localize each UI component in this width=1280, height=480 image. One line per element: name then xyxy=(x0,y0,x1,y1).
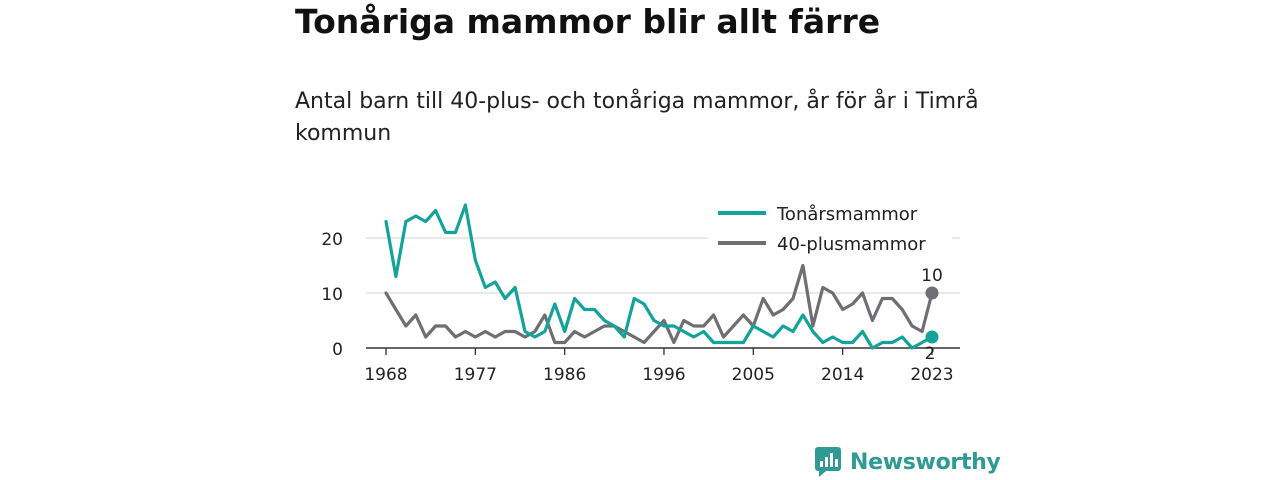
end-value-label: 10 xyxy=(921,266,943,286)
newsworthy-logo-icon xyxy=(815,447,841,477)
series-line-tonarsmammor xyxy=(384,203,934,350)
brand-name: Newsworthy xyxy=(850,449,1001,475)
legend-label: 40-plusmammor xyxy=(777,234,926,255)
x-tick-label: 1996 xyxy=(642,365,685,385)
brand-logo: Newsworthy xyxy=(814,446,1001,478)
legend-background xyxy=(708,224,952,252)
legend-label: Tonårsmammor xyxy=(776,204,918,225)
x-tick-label: 2023 xyxy=(910,365,953,385)
y-tick-label: 0 xyxy=(332,340,343,360)
end-point-marker xyxy=(925,330,939,344)
end-value-label: 2 xyxy=(925,344,936,364)
y-tick-label: 20 xyxy=(321,230,343,250)
x-tick-label: 1986 xyxy=(543,365,586,385)
y-tick-label: 10 xyxy=(321,285,343,305)
legend-background xyxy=(708,194,952,222)
x-tick-label: 2005 xyxy=(732,365,775,385)
chart-title: Tonåriga mammor blir allt färre xyxy=(295,2,881,41)
x-tick-label: 1968 xyxy=(364,365,407,385)
end-point-marker xyxy=(925,286,939,300)
chart-subtitle: Antal barn till 40-plus- och tonåriga ma… xyxy=(295,89,979,146)
series-line-fortyplusmammor xyxy=(384,263,934,345)
x-tick-label: 2014 xyxy=(821,365,864,385)
x-tick-label: 1977 xyxy=(454,365,497,385)
